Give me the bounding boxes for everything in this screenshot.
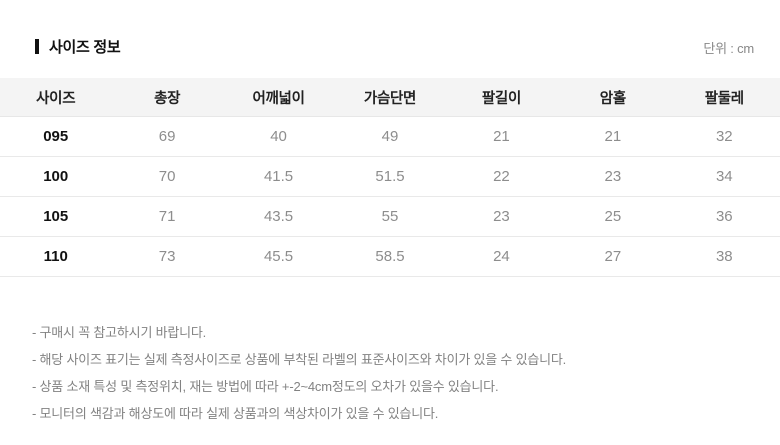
col-header-armhole: 암홀 (599, 90, 626, 107)
col-header-chest: 가슴단면 (363, 90, 417, 107)
table-cell: 43.5 (263, 208, 294, 225)
table-cell: 23 (604, 168, 622, 185)
table-row-105: 105 71 43.5 55 23 25 36 (0, 197, 780, 237)
table-row-095: 095 69 40 49 21 21 32 (0, 117, 780, 157)
table-cell: 69 (158, 128, 176, 145)
table-cell: 23 (493, 208, 510, 225)
table-cell: 36 (715, 208, 733, 225)
section-title: 사이즈 정보 (49, 39, 121, 56)
note-line: - 모니터의 색감과 해상도에 따라 실제 상품과의 색상차이가 있을 수 있습… (32, 406, 439, 421)
table-cell: 32 (715, 128, 733, 145)
unit-label: 단위 : cm (703, 41, 754, 56)
table-body: 095 69 40 49 21 21 32 100 70 41.5 51.5 2… (0, 117, 780, 277)
table-cell: 70 (158, 168, 176, 185)
table-cell: 45.5 (263, 248, 294, 265)
title-accent-bar (35, 39, 39, 54)
size-cell: 100 (43, 168, 69, 185)
table-cell: 73 (158, 248, 176, 265)
section-title-wrap: 사이즈 정보 (35, 36, 121, 57)
table-cell: 21 (493, 128, 510, 145)
section-header: 사이즈 정보 단위 : cm (0, 0, 780, 57)
table-cell: 55 (381, 208, 399, 225)
size-cell: 110 (43, 248, 68, 265)
table-cell: 27 (604, 248, 622, 265)
size-cell: 095 (43, 128, 69, 145)
col-header-shoulder-width: 어깨넓이 (252, 90, 305, 107)
note-line: - 해당 사이즈 표기는 실제 측정사이즈로 상품에 부착된 라벨의 표준사이즈… (32, 352, 567, 367)
table-cell: 25 (604, 208, 622, 225)
table-cell: 21 (604, 128, 622, 145)
table-cell: 40 (270, 128, 287, 145)
table-cell: 38 (715, 248, 733, 265)
col-header-size: 사이즈 (36, 90, 76, 107)
table-cell: 34 (715, 168, 733, 185)
table-cell: 58.5 (375, 248, 405, 265)
table-cell: 49 (381, 128, 399, 145)
col-header-arm-length: 팔길이 (481, 90, 521, 107)
col-header-total-length: 총장 (154, 90, 181, 107)
note-line: - 상품 소재 특성 및 측정위치, 재는 방법에 따라 +-2~4cm정도의 … (32, 379, 499, 394)
notes-section: - 구매시 꼭 참고하시기 바랍니다. - 해당 사이즈 표기는 실제 측정사이… (32, 319, 780, 427)
table-cell: 22 (493, 168, 510, 185)
table-cell: 71 (158, 208, 176, 225)
table-row-100: 100 70 41.5 51.5 22 23 34 (0, 157, 780, 197)
size-table: 사이즈 총장 어깨넓이 가슴단면 팔길이 암홀 팔둘레 095 69 40 49… (0, 78, 780, 277)
note-line: - 구매시 꼭 참고하시기 바랍니다. (32, 325, 207, 340)
table-cell: 24 (493, 248, 510, 265)
size-cell: 105 (43, 208, 69, 225)
table-cell: 41.5 (263, 168, 294, 185)
col-header-arm-circumference: 팔둘레 (704, 90, 744, 107)
table-header-row: 사이즈 총장 어깨넓이 가슴단면 팔길이 암홀 팔둘레 (0, 78, 780, 117)
table-cell: 51.5 (375, 168, 405, 185)
table-row-110: 110 73 45.5 58.5 24 27 38 (0, 237, 780, 277)
